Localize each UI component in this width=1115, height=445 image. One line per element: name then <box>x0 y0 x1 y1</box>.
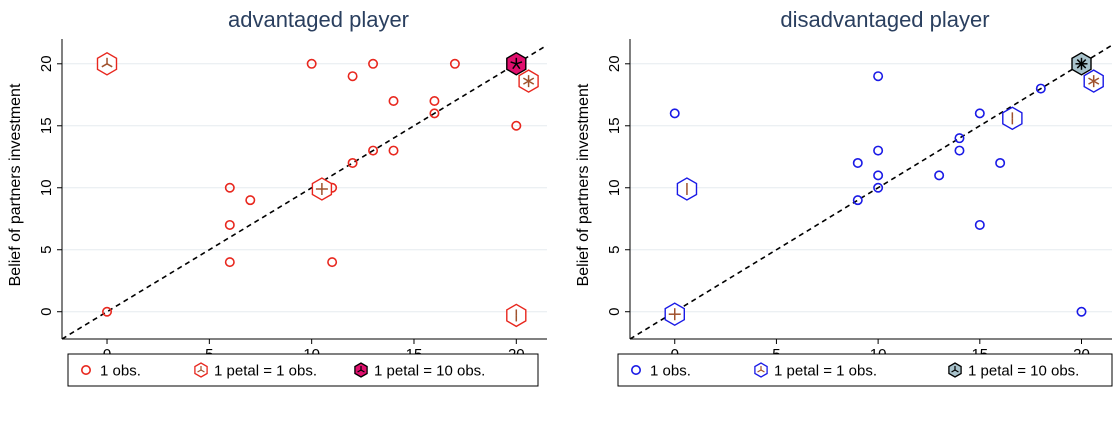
sunflower-petal <box>106 63 113 68</box>
data-point <box>1035 83 1046 94</box>
data-point <box>449 58 460 69</box>
y-axis-label: Belief of partners investment <box>575 83 592 286</box>
chart-title: advantaged player <box>228 7 409 32</box>
legend-symbol-petal <box>757 369 762 373</box>
legend: 1 obs. 1 petal = 1 obs. 1 petal = 10 obs. <box>617 353 1113 387</box>
data-point <box>368 145 379 156</box>
sunflower-marker <box>518 69 539 93</box>
data-point <box>954 145 965 156</box>
legend-symbol-circle <box>630 364 641 375</box>
data-point <box>224 257 235 268</box>
sunflower-petal <box>523 77 529 82</box>
sunflower-marker <box>1071 51 1092 76</box>
y-tick-label: 0 <box>38 308 55 316</box>
legend-symbol-petal <box>954 369 959 373</box>
data-point <box>974 108 985 119</box>
data-point <box>852 157 863 168</box>
sunflower-marker <box>506 51 527 76</box>
legend-box <box>617 353 1113 387</box>
sunflower-petal <box>1093 77 1100 82</box>
data-point <box>388 95 399 106</box>
data-point <box>245 195 256 206</box>
legend-label: 1 petal = 10 obs. <box>374 363 485 380</box>
chart-panel-1: advantaged player0510152005101520Own inv… <box>7 7 548 387</box>
data-point <box>102 306 113 317</box>
legend-symbol-petal <box>197 369 202 373</box>
y-tick-label: 5 <box>606 246 623 254</box>
sunflower-marker <box>311 177 333 201</box>
sunflower-marker <box>96 51 118 76</box>
sunflower-petal <box>528 77 535 82</box>
data-point <box>347 71 358 82</box>
y-tick-label: 5 <box>38 246 55 254</box>
data-point <box>511 120 522 131</box>
y-tick-label: 20 <box>606 55 623 72</box>
legend-symbol-petal <box>951 369 956 373</box>
sunflower-petal <box>512 63 517 70</box>
sunflower-petal <box>1088 77 1095 82</box>
legend-label: 1 petal = 1 obs. <box>774 363 877 380</box>
data-point <box>224 182 235 193</box>
sunflower-petal <box>516 61 523 65</box>
data-point <box>873 182 884 193</box>
data-point <box>974 219 985 230</box>
y-axis-label: Belief of partners investment <box>7 83 24 286</box>
y-tick-label: 0 <box>606 308 623 316</box>
sunflower-petal <box>1076 59 1083 65</box>
data-point <box>873 170 884 181</box>
reference-line <box>61 44 548 340</box>
data-point <box>669 108 680 119</box>
sunflower-marker <box>664 302 685 327</box>
data-point <box>934 170 945 181</box>
y-tick-label: 10 <box>606 179 623 196</box>
y-tick-label: 20 <box>38 55 55 72</box>
y-tick-label: 10 <box>38 179 55 196</box>
data-point <box>852 195 863 206</box>
sunflower-petal <box>1088 80 1095 85</box>
data-point <box>1076 306 1087 317</box>
sunflower-marker <box>1083 69 1104 93</box>
legend-label: 1 obs. <box>100 363 141 380</box>
legend-label: 1 petal = 10 obs. <box>968 363 1079 380</box>
legend-symbol-petal <box>357 369 362 373</box>
legend-symbol-circle <box>81 364 92 375</box>
data-point <box>306 58 317 69</box>
legend-label: 1 petal = 1 obs. <box>214 363 317 380</box>
y-tick-label: 15 <box>38 117 55 134</box>
legend-box <box>67 353 539 387</box>
sunflower-marker <box>506 303 527 328</box>
sunflower-petal <box>510 61 517 65</box>
sunflower-marker <box>1002 106 1023 131</box>
data-point <box>429 95 440 106</box>
chart-title: disadvantaged player <box>780 7 989 32</box>
data-point <box>954 133 965 144</box>
reference-line <box>629 44 1113 340</box>
data-point <box>873 71 884 82</box>
legend-symbol-petal <box>760 369 765 373</box>
legend-label: 1 obs. <box>650 363 691 380</box>
legend-symbol-petal <box>360 369 365 373</box>
y-tick-label: 15 <box>606 117 623 134</box>
chart-panel-2: disadvantaged player0510152005101520Own … <box>575 7 1113 387</box>
sunflower-petal <box>101 63 108 68</box>
data-point <box>873 145 884 156</box>
sunflower-marker <box>676 177 698 201</box>
data-point <box>368 58 379 69</box>
legend-symbol-petal <box>200 369 205 373</box>
data-point <box>327 257 338 268</box>
data-point <box>224 219 235 230</box>
data-point <box>388 145 399 156</box>
legend: 1 obs. 1 petal = 1 obs. 1 petal = 10 obs. <box>67 353 539 387</box>
data-point <box>995 157 1006 168</box>
sunflower-petal <box>515 63 521 70</box>
data-point <box>347 157 358 168</box>
data-point <box>429 108 440 119</box>
sunflower-petal <box>523 80 529 85</box>
sunflower-petal <box>1093 80 1100 85</box>
sunflower-petal <box>528 80 535 85</box>
